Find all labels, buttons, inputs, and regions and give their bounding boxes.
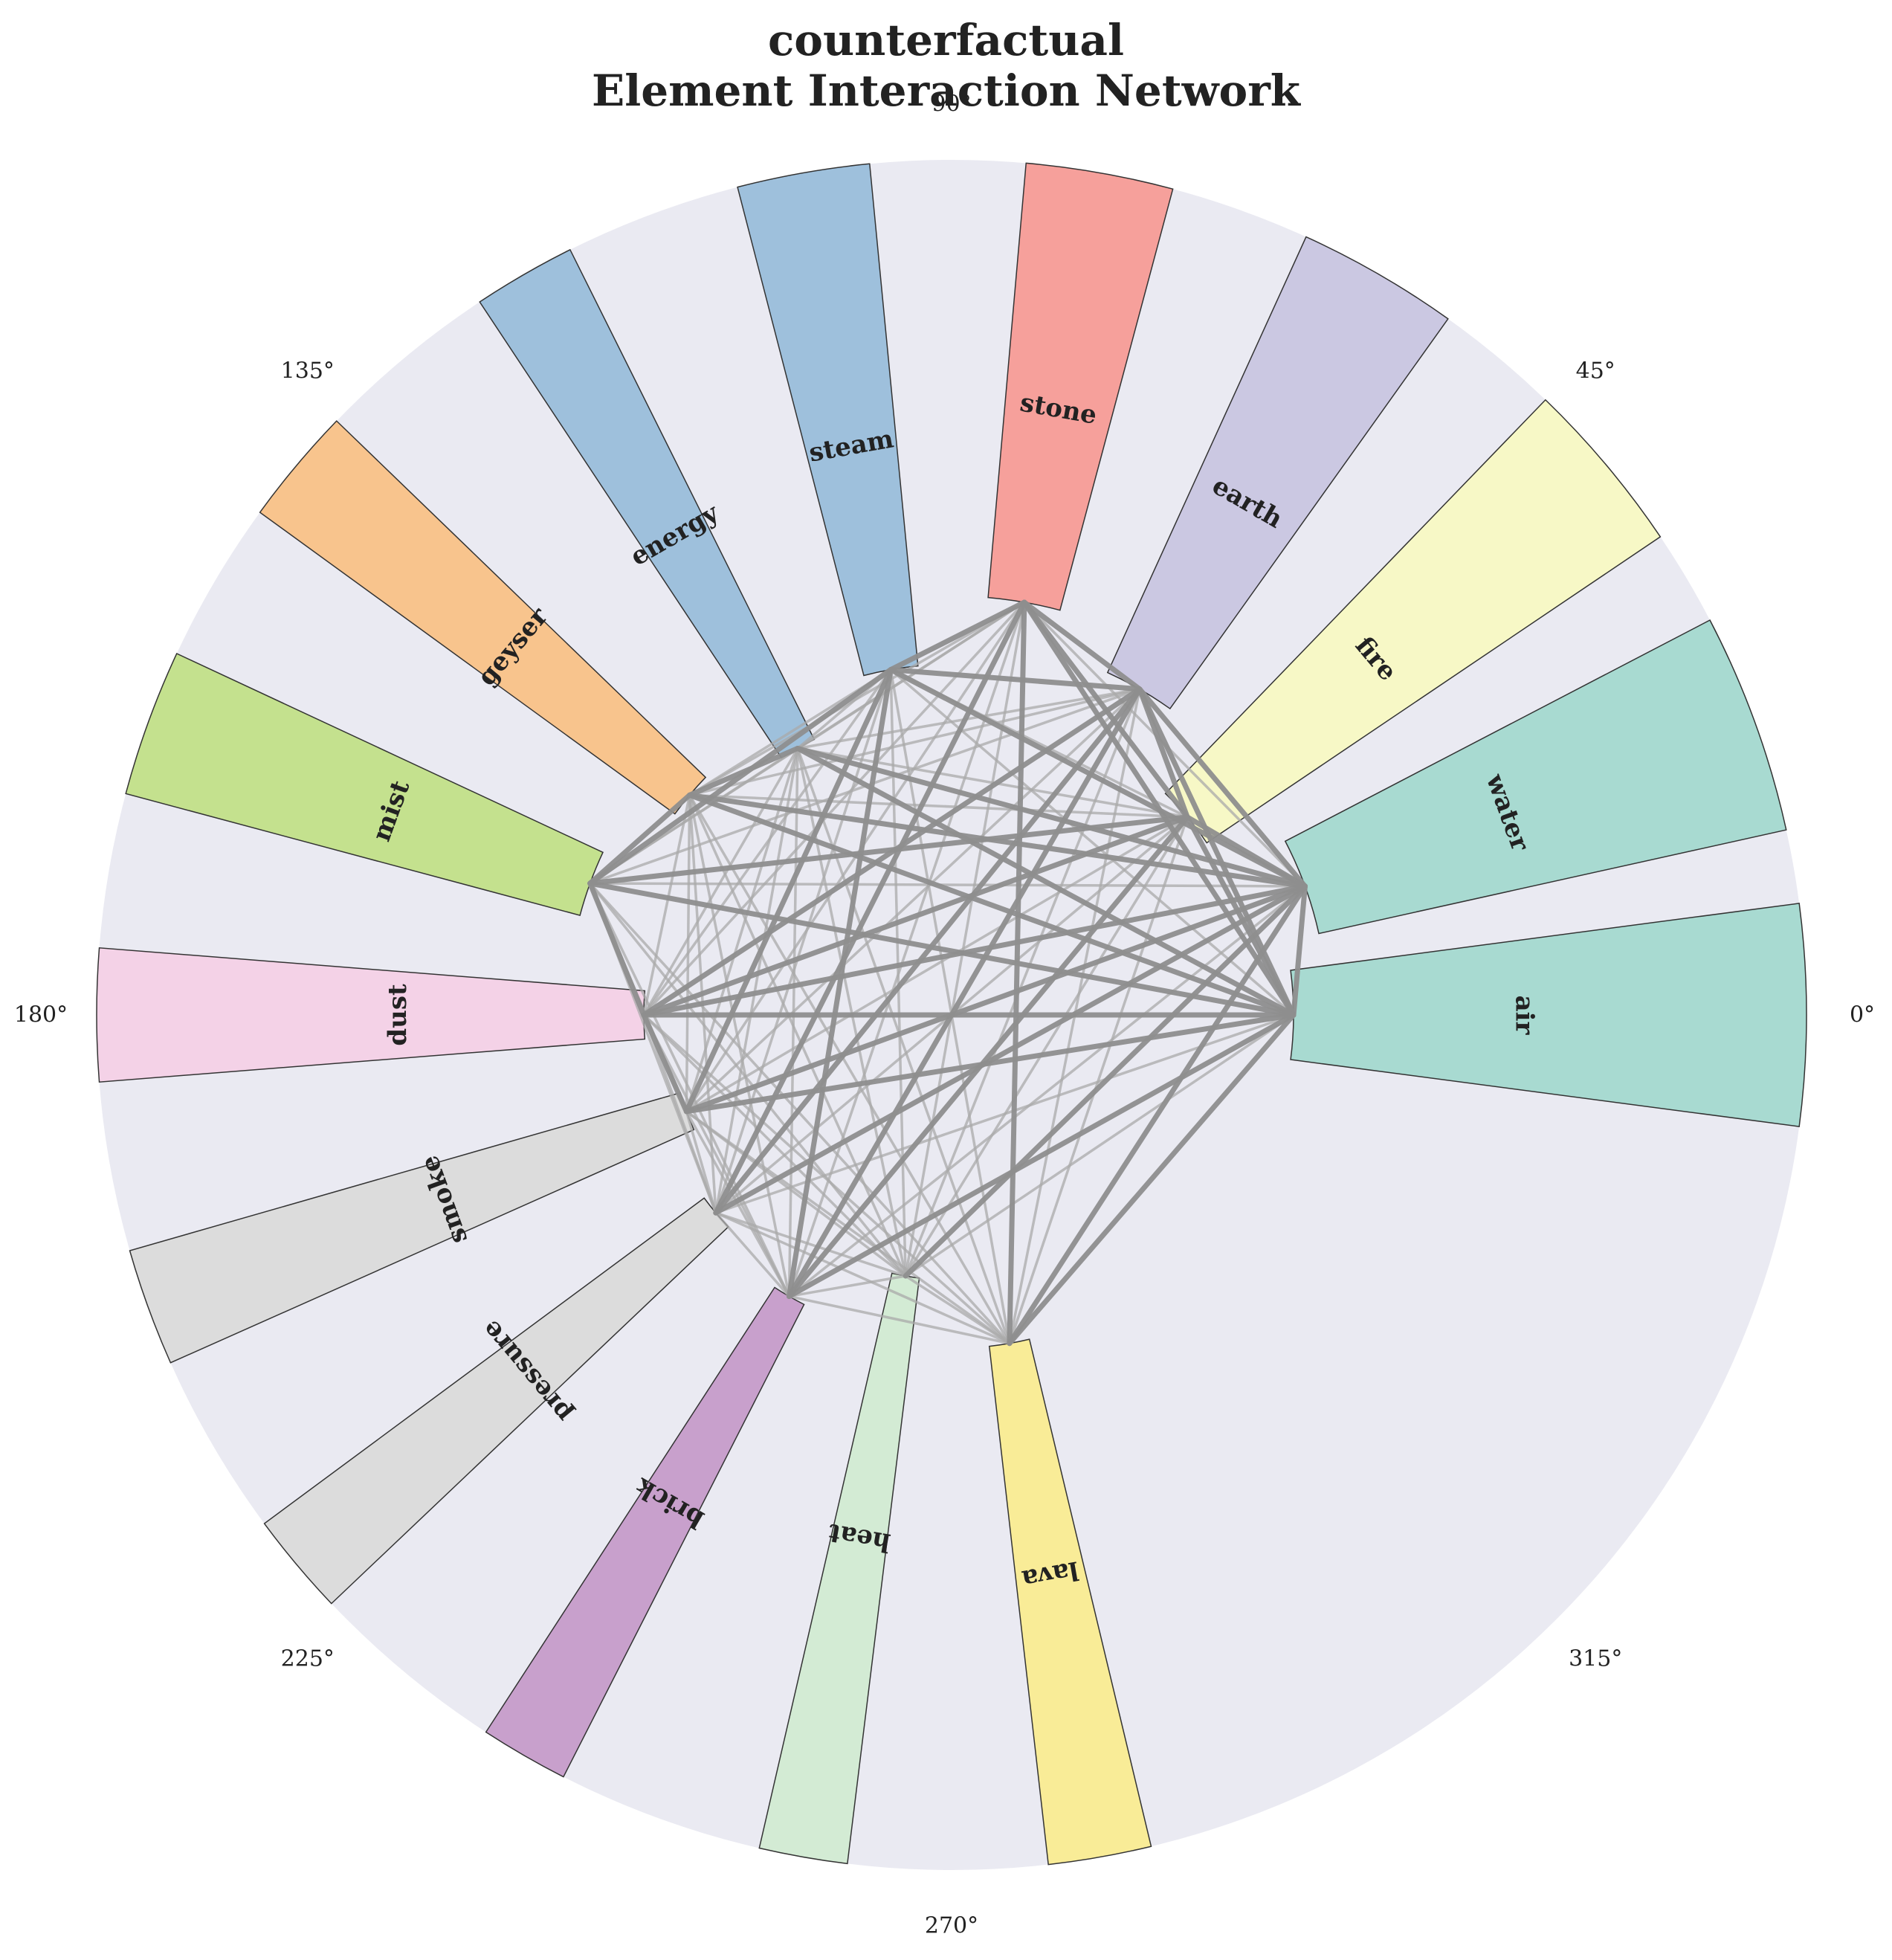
- edge-air-brick: [787, 1012, 1297, 1299]
- bar-lava: [988, 1338, 1152, 1866]
- edge-water-brick: [787, 885, 1307, 1298]
- bar-label-air: air: [1510, 996, 1540, 1036]
- edge-water-smoke: [683, 883, 1308, 1115]
- edge-water-energy: [795, 745, 1308, 889]
- edge-air-lava: [1007, 1012, 1297, 1347]
- edge-stone-steam: [888, 599, 1027, 673]
- edge-steam-smoke: [683, 667, 894, 1115]
- angle-tick-label: 180°: [14, 1002, 68, 1028]
- edge-water-steam: [888, 667, 1308, 889]
- edge-dust-heat: [642, 1013, 907, 1277]
- edge-stone-pressure: [713, 599, 1027, 1216]
- angle-tick-label: 315°: [1569, 1646, 1622, 1672]
- edges-layer: [587, 599, 1308, 1347]
- edge-fire-mist: [587, 814, 1190, 886]
- edge-water-mist: [588, 882, 1307, 888]
- chart-title-line1: counterfactual: [767, 15, 1124, 65]
- angle-tick-label: 270°: [925, 1913, 978, 1939]
- edge-earth-pressure: [713, 686, 1143, 1216]
- edge-water-earth: [1137, 686, 1308, 889]
- edge-mist-dust: [587, 880, 647, 1018]
- edge-steam-mist: [587, 667, 894, 886]
- angle-tick-label: 135°: [281, 358, 335, 384]
- edge-pressure-heat: [714, 1211, 907, 1277]
- edge-stone-dust: [642, 601, 1026, 1016]
- edge-heat-lava: [904, 1274, 1011, 1345]
- edge-steam-heat: [889, 668, 907, 1277]
- edge-geyser-dust: [642, 793, 691, 1016]
- edge-mist-lava: [588, 882, 1011, 1345]
- bar-pressure: [263, 1197, 729, 1605]
- edge-steam-pressure: [714, 668, 892, 1214]
- edge-mist-heat: [588, 882, 907, 1277]
- edge-earth-heat: [904, 688, 1141, 1277]
- edge-earth-steam: [888, 667, 1143, 692]
- edge-stone-heat: [904, 601, 1026, 1277]
- edge-fire-geyser: [688, 793, 1189, 819]
- edge-dust-smoke: [641, 1012, 689, 1115]
- edge-earth-geyser: [688, 688, 1141, 797]
- angle-tick-label: 225°: [281, 1646, 335, 1672]
- edge-fire-earth: [1137, 686, 1190, 820]
- edge-pressure-brick: [714, 1211, 791, 1298]
- edge-steam-dust: [642, 668, 892, 1016]
- edge-brick-lava: [787, 1295, 1011, 1345]
- bar-water: [1284, 619, 1787, 935]
- edge-water-lava: [1007, 883, 1308, 1347]
- edge-steam-brick: [787, 667, 894, 1299]
- bar-brick: [485, 1286, 805, 1778]
- edge-earth-brick: [787, 686, 1143, 1299]
- edge-air-mist: [587, 880, 1297, 1018]
- edge-earth-stone: [1021, 599, 1143, 692]
- edge-geyser-lava: [688, 793, 1011, 1345]
- edge-air-energy: [795, 745, 1297, 1018]
- bar-earth: [1106, 236, 1449, 710]
- edge-smoke-brick: [685, 1110, 791, 1298]
- edge-brick-heat: [787, 1274, 907, 1298]
- edge-water-heat: [903, 883, 1308, 1279]
- bars-layer: [96, 162, 1807, 1866]
- edge-air-water: [1291, 883, 1308, 1018]
- edge-air-earth: [1137, 686, 1297, 1018]
- angle-tick-label: 90°: [932, 91, 971, 117]
- edge-earth-energy: [796, 688, 1141, 750]
- edge-energy-brick: [787, 747, 799, 1298]
- edge-fire-heat: [904, 816, 1189, 1277]
- angle-tick-label: 45°: [1576, 358, 1615, 384]
- edge-air-steam: [889, 668, 1295, 1016]
- edge-air-geyser: [687, 792, 1297, 1018]
- edge-stone-lava: [1007, 599, 1027, 1347]
- edge-fire-lava: [1008, 816, 1189, 1345]
- edge-earth-dust: [641, 686, 1143, 1018]
- chart-title-line2: Element Interaction Network: [592, 65, 1300, 116]
- edge-water-dust: [641, 883, 1308, 1018]
- edge-geyser-mist: [587, 792, 693, 886]
- bar-label-dust: dust: [383, 984, 413, 1046]
- chart-title: counterfactual Element Interaction Netwo…: [0, 15, 1892, 116]
- edge-fire-brick: [787, 814, 1190, 1299]
- edge-energy-pressure: [714, 747, 799, 1214]
- edge-dust-brick: [642, 1013, 791, 1298]
- angle-tick-label: 0°: [1850, 1002, 1875, 1028]
- edge-fire-dust: [641, 814, 1190, 1018]
- edge-energy-geyser: [687, 745, 801, 798]
- edge-pressure-lava: [714, 1211, 1011, 1345]
- edge-steam-lava: [889, 668, 1011, 1345]
- bar-air: [1290, 903, 1807, 1127]
- angle-ticks-layer: 0° 45° 90° 135° 180° 225° 270° 315°: [14, 91, 1875, 1939]
- edge-smoke-pressure: [685, 1110, 717, 1214]
